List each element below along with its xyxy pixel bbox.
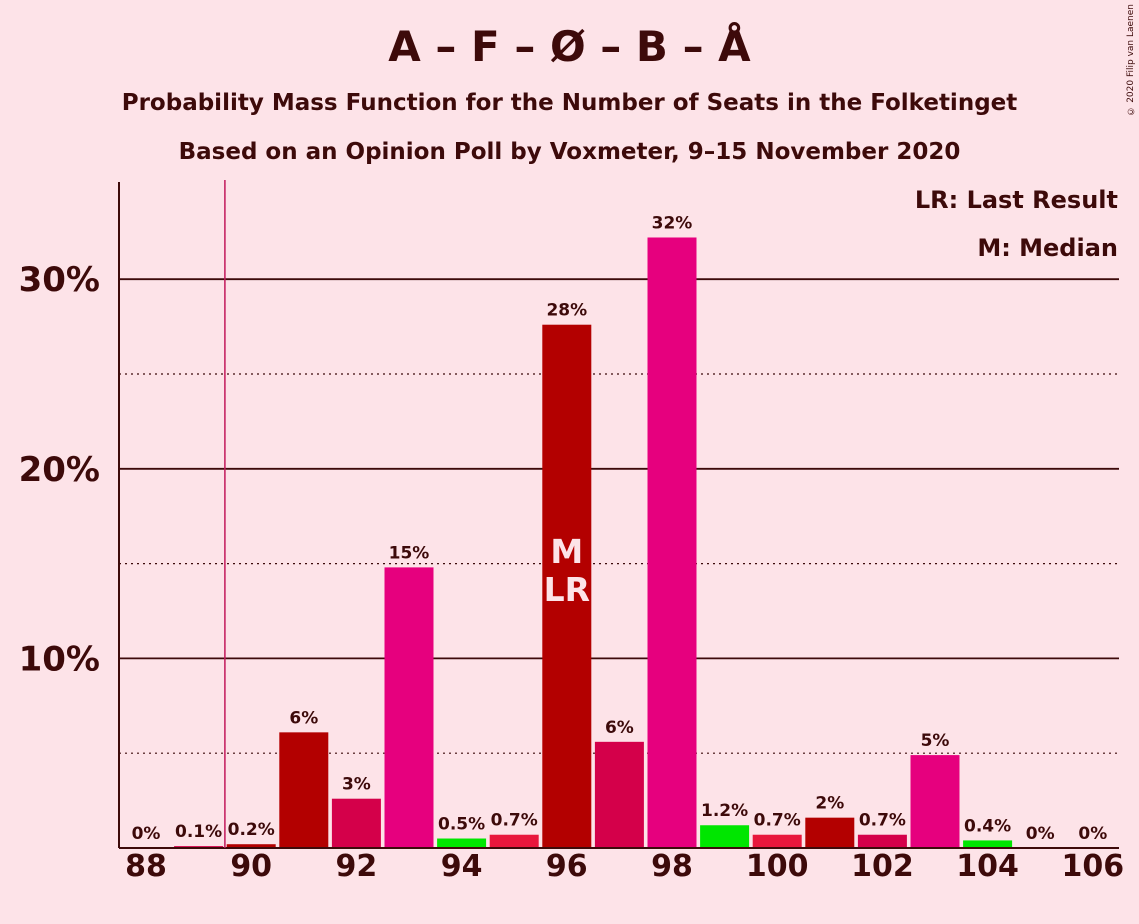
bar-seat-104 bbox=[963, 840, 1013, 848]
x-tick-label: 94 bbox=[441, 849, 483, 884]
data-label-seat-100: 0.7% bbox=[754, 811, 801, 831]
chart-title: A – F – Ø – B – Å bbox=[388, 22, 751, 71]
bar-seat-94 bbox=[437, 838, 487, 848]
y-tick-label: 20% bbox=[19, 450, 100, 490]
bar-seat-93 bbox=[384, 567, 434, 848]
bar-seat-103 bbox=[910, 755, 960, 848]
x-tick-label: 92 bbox=[336, 849, 378, 884]
data-label-seat-88: 0% bbox=[132, 824, 161, 844]
data-label-seat-92: 3% bbox=[342, 775, 371, 795]
data-label-seat-90: 0.2% bbox=[228, 820, 275, 840]
bar-seat-102 bbox=[857, 834, 907, 848]
median-marker: M bbox=[550, 532, 583, 571]
data-label-seat-89: 0.1% bbox=[175, 822, 222, 842]
bar-seat-96 bbox=[542, 324, 592, 849]
bar-seat-99 bbox=[700, 825, 750, 848]
x-tick-label: 106 bbox=[1061, 849, 1124, 884]
data-label-seat-95: 0.7% bbox=[491, 811, 538, 831]
data-label-seat-106: 0% bbox=[1078, 824, 1107, 844]
x-tick-label: 102 bbox=[851, 849, 914, 884]
data-label-seat-91: 6% bbox=[289, 708, 318, 728]
legend-median: M: Median bbox=[977, 234, 1118, 262]
data-label-seat-93: 15% bbox=[389, 543, 430, 563]
bar-seat-101 bbox=[805, 817, 855, 848]
data-label-seat-94: 0.5% bbox=[438, 815, 485, 835]
data-label-seat-103: 5% bbox=[921, 731, 950, 751]
bar-seat-95 bbox=[489, 834, 539, 848]
data-label-seat-96: 28% bbox=[546, 301, 587, 321]
legend-last-result: LR: Last Result bbox=[914, 186, 1118, 214]
x-tick-label: 96 bbox=[546, 849, 588, 884]
bar-seat-100 bbox=[752, 834, 802, 848]
x-tick-label: 104 bbox=[956, 849, 1019, 884]
x-tick-label: 98 bbox=[651, 849, 693, 884]
y-tick-label: 10% bbox=[19, 639, 100, 679]
bar-seat-92 bbox=[331, 798, 381, 848]
x-tick-label: 100 bbox=[746, 849, 809, 884]
last-result-marker: LR bbox=[544, 570, 590, 609]
chart-subtitle-source: Based on an Opinion Poll by Voxmeter, 9–… bbox=[178, 139, 961, 165]
data-label-seat-99: 1.2% bbox=[701, 801, 748, 821]
data-label-seat-104: 0.4% bbox=[964, 816, 1011, 836]
data-label-seat-105: 0% bbox=[1026, 824, 1055, 844]
x-tick-label: 90 bbox=[230, 849, 272, 884]
bar-seat-97 bbox=[594, 741, 644, 848]
chart-subtitle: Probability Mass Function for the Number… bbox=[121, 90, 1018, 116]
data-label-seat-102: 0.7% bbox=[859, 811, 906, 831]
bar-seat-90 bbox=[226, 844, 276, 848]
y-tick-label: 30% bbox=[19, 260, 100, 300]
data-label-seat-98: 32% bbox=[652, 213, 693, 233]
data-label-seat-97: 6% bbox=[605, 718, 634, 738]
bar-seat-91 bbox=[279, 732, 329, 848]
data-label-seat-101: 2% bbox=[815, 794, 844, 814]
bar-seat-98 bbox=[647, 237, 697, 848]
x-tick-label: 88 bbox=[125, 849, 167, 884]
